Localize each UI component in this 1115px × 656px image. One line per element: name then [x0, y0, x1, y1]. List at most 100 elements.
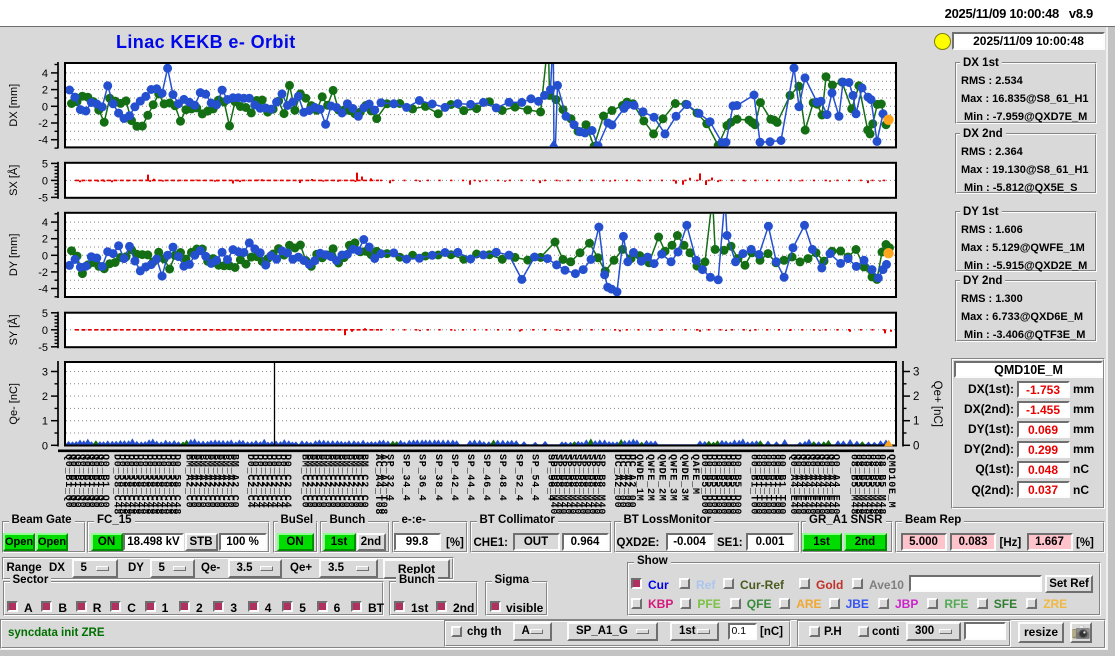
svg-text:DC_A2_00: DC_A2_00	[616, 454, 627, 508]
svg-text:BM_C2_C0: BM_C2_C0	[303, 454, 314, 508]
svg-text:BM_C2_C0: BM_C2_C0	[349, 454, 360, 508]
svg-text:D0_C2_C4: D0_C2_C4	[244, 454, 255, 508]
svg-text:QWDE_2M: QWDE_2M	[655, 454, 666, 502]
svg-text:D0_B5_D00: D0_B5_D00	[717, 454, 728, 515]
svg-text:D0_B5_D00: D0_B5_D00	[703, 454, 714, 515]
svg-text:SP_42_4: SP_42_4	[448, 454, 459, 502]
svg-text:D0_58_C48: D0_58_C48	[134, 454, 145, 515]
svg-text:SP_38_4: SP_38_4	[432, 454, 443, 502]
svg-text:QWDE_3M: QWDE_3M	[678, 454, 689, 502]
svg-text:Q0_A4_E40: Q0_A4_E40	[825, 454, 836, 515]
svg-text:D0_58_C48: D0_58_C48	[152, 454, 163, 515]
svg-text:00_B1_T00: 00_B1_T00	[748, 454, 759, 515]
svg-text:BM_A2_C0: BM_A2_C0	[215, 454, 226, 508]
svg-text:SP_32_4: SP_32_4	[384, 454, 395, 502]
svg-text:D0_58_C48: D0_58_C48	[161, 454, 172, 515]
svg-text:-4: -4	[38, 135, 48, 147]
svg-text:3: 3	[42, 367, 48, 379]
svg-text:Q0_B1_Q0: Q0_B1_Q0	[85, 454, 96, 508]
svg-text:D0_58_C48: D0_58_C48	[138, 454, 149, 515]
svg-text:2: 2	[42, 85, 48, 97]
svg-text:BM_C2_C0: BM_C2_C0	[354, 454, 365, 508]
svg-text:SP_46_4: SP_46_4	[480, 454, 491, 502]
svg-text:BM_A2_C0: BM_A2_C0	[182, 454, 193, 508]
svg-text:Q0_A4_E40: Q0_A4_E40	[787, 454, 798, 515]
svg-text:BM_A2_C0: BM_A2_C0	[219, 454, 230, 508]
svg-text:QWFE_2M: QWFE_2M	[644, 454, 655, 502]
svg-text:3: 3	[913, 367, 919, 379]
svg-text:08_B5_M48: 08_B5_M48	[852, 454, 863, 515]
svg-text:Q0_B1_Q0: Q0_B1_Q0	[99, 454, 110, 508]
svg-text:BM_A2_C0: BM_A2_C0	[224, 454, 235, 508]
svg-text:D0_58_C48: D0_58_C48	[120, 454, 131, 515]
svg-text:SP_B8_M40: SP_B8_M40	[590, 454, 601, 515]
svg-text:-2: -2	[38, 118, 48, 130]
svg-text:SY [Å]: SY [Å]	[7, 314, 20, 345]
svg-text:D0_B5_D00: D0_B5_D00	[712, 454, 723, 515]
svg-text:0: 0	[42, 101, 48, 113]
svg-text:00_B1_T00: 00_B1_T00	[766, 454, 777, 515]
svg-text:SP_36_4: SP_36_4	[416, 454, 427, 502]
svg-text:BM_A2_C0: BM_A2_C0	[201, 454, 212, 508]
svg-text:-2: -2	[38, 267, 48, 279]
svg-text:AC_A4_T08: AC_A4_T08	[372, 454, 383, 515]
svg-text:4: 4	[42, 68, 48, 80]
svg-text:Qe- [nC]: Qe- [nC]	[8, 383, 20, 425]
svg-text:SP_B8_M40: SP_B8_M40	[595, 454, 606, 515]
svg-text:BM_C2_C0: BM_C2_C0	[344, 454, 355, 508]
svg-text:D0_B5_D00: D0_B5_D00	[698, 454, 709, 515]
svg-text:00_B1_T00: 00_B1_T00	[752, 454, 763, 515]
svg-text:BM_C2_C0: BM_C2_C0	[331, 454, 342, 508]
svg-text:00_B1_T00: 00_B1_T00	[776, 454, 787, 515]
svg-text:08_B5_M48: 08_B5_M48	[866, 454, 877, 515]
svg-text:SP_B8_M40: SP_B8_M40	[566, 454, 577, 515]
svg-text:SP_48_4: SP_48_4	[496, 454, 507, 502]
svg-text:2: 2	[42, 391, 48, 403]
svg-text:BM_A2_C0: BM_A2_C0	[228, 454, 239, 508]
svg-text:SP_B8_M40: SP_B8_M40	[576, 454, 587, 515]
svg-text:D0_C2_C4: D0_C2_C4	[258, 454, 269, 508]
svg-text:BM_A2_C0: BM_A2_C0	[210, 454, 221, 508]
svg-text:SP_B8_M40: SP_B8_M40	[547, 454, 558, 515]
svg-text:DC_A2_00: DC_A2_00	[611, 454, 622, 508]
svg-text:Q0_B1_Q0: Q0_B1_Q0	[67, 454, 78, 508]
svg-text:D0_C2_C4: D0_C2_C4	[249, 454, 260, 508]
svg-text:SP_B8_M40: SP_B8_M40	[571, 454, 582, 515]
svg-text:AC_A4_T08: AC_A4_T08	[377, 454, 388, 515]
svg-text:QWDE_1M: QWDE_1M	[633, 454, 644, 502]
svg-text:BM_A2_C0: BM_A2_C0	[192, 454, 203, 508]
svg-text:08_B5_M48: 08_B5_M48	[861, 454, 872, 515]
svg-text:D0_C2_C4: D0_C2_C4	[281, 454, 292, 508]
svg-text:BM_A2_C0: BM_A2_C0	[205, 454, 216, 508]
svg-text:D0_58_C48: D0_58_C48	[111, 454, 122, 515]
svg-text:Q0_A4_E40: Q0_A4_E40	[792, 454, 803, 515]
svg-text:0: 0	[42, 250, 48, 262]
svg-text:BM_C2_C0: BM_C2_C0	[321, 454, 332, 508]
svg-text:DX [mm]: DX [mm]	[8, 84, 20, 127]
svg-text:BM_C2_C0: BM_C2_C0	[335, 454, 346, 508]
svg-text:QAFE_M: QAFE_M	[689, 454, 700, 495]
svg-text:QMD10E_M: QMD10E_M	[885, 454, 896, 508]
svg-text:00_B1_T00: 00_B1_T00	[771, 454, 782, 515]
svg-text:SP_54_4: SP_54_4	[528, 454, 539, 502]
svg-text:D0_B5_D00: D0_B5_D00	[726, 454, 737, 515]
svg-text:08_B5_M48: 08_B5_M48	[857, 454, 868, 515]
svg-text:BM_C2_C0: BM_C2_C0	[308, 454, 319, 508]
svg-text:Q0_A4_E40: Q0_A4_E40	[801, 454, 812, 515]
svg-text:00_B1_T00: 00_B1_T00	[757, 454, 768, 515]
svg-text:1: 1	[42, 416, 48, 428]
svg-text:Q0_B1_Q0: Q0_B1_Q0	[76, 454, 87, 508]
svg-text:BM_A2_C0: BM_A2_C0	[196, 454, 207, 508]
svg-text:SP_B8_M40: SP_B8_M40	[585, 454, 596, 515]
svg-text:Q0_B1_Q0: Q0_B1_Q0	[80, 454, 91, 508]
svg-text:BM_C2_C0: BM_C2_C0	[326, 454, 337, 508]
svg-text:08_B5_M48: 08_B5_M48	[871, 454, 882, 515]
svg-text:D0_B5_D00: D0_B5_D00	[722, 454, 733, 515]
svg-text:SP_B8_M40: SP_B8_M40	[561, 454, 572, 515]
svg-text:Q0_B1_Q0: Q0_B1_Q0	[90, 454, 101, 508]
svg-text:D0_58_C48: D0_58_C48	[166, 454, 177, 515]
svg-text:SP_34_4: SP_34_4	[400, 454, 411, 502]
svg-text:2: 2	[913, 391, 919, 403]
svg-text:D0_B5_D00: D0_B5_D00	[731, 454, 742, 515]
svg-text:2: 2	[42, 234, 48, 246]
